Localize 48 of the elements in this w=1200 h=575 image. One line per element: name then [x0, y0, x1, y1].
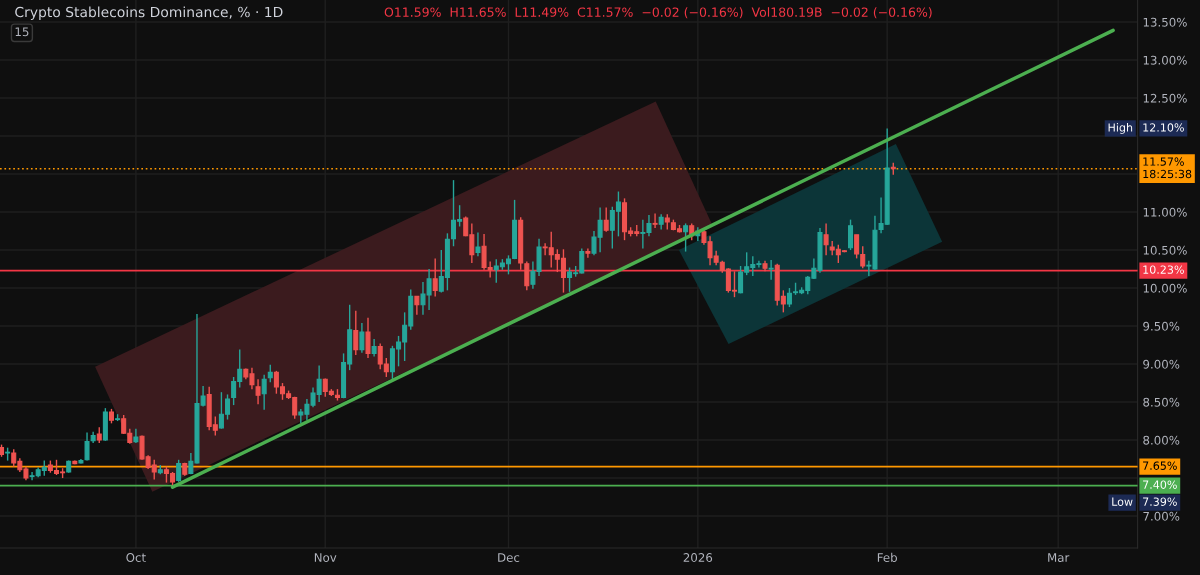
x-tick-label: Oct — [126, 553, 146, 562]
candlestick — [176, 459, 182, 483]
ref-line-label: 11.57% 18:25:38 — [1143, 157, 1192, 179]
candlestick — [786, 287, 792, 308]
candlestick — [84, 431, 90, 462]
candlestick — [255, 378, 261, 406]
annotation: Low — [1112, 497, 1133, 506]
candlestick — [603, 206, 609, 233]
y-tick-label: 10.00% — [1143, 283, 1187, 293]
candlestick — [365, 316, 371, 359]
y-tick-label: 10.50% — [1143, 245, 1187, 255]
x-tick-label: Mar — [1048, 553, 1070, 562]
ref-line-label: 7.40% — [1143, 480, 1177, 489]
y-tick-label: 7.00% — [1143, 511, 1180, 521]
y-tick-label: 9.00% — [1143, 359, 1180, 369]
y-tick-label: 8.00% — [1143, 435, 1180, 445]
candlestick — [823, 222, 829, 257]
candlestick — [359, 322, 365, 354]
candlestick — [475, 231, 481, 257]
candlestick — [261, 373, 267, 411]
candlestick — [848, 218, 854, 251]
candlestick — [585, 247, 591, 259]
x-tick-label: Dec — [498, 553, 520, 562]
y-tick-label: 12.50% — [1143, 93, 1187, 103]
candlestick — [353, 310, 359, 356]
y-tick-label: 9.50% — [1143, 321, 1180, 331]
candlestick — [854, 234, 860, 260]
candlestick — [768, 259, 774, 281]
x-tick-label: 2026 — [683, 553, 713, 562]
candlestick — [683, 222, 689, 253]
x-tick-label: Feb — [877, 552, 897, 562]
y-tick-label: 13.00% — [1143, 55, 1187, 65]
annotation: 15 — [15, 27, 29, 37]
candlestick — [860, 245, 866, 269]
text: 12.10% — [1143, 123, 1184, 132]
y-tick-label: 13.50% — [1143, 17, 1187, 27]
chart-title: Crypto Stablecoins Dominance, % · 1D — [15, 6, 283, 20]
annotation: High — [1108, 123, 1133, 134]
candlestick — [652, 212, 658, 229]
ref-line-label: 10.23% — [1143, 265, 1184, 274]
y-tick-label: 11.00% — [1143, 207, 1187, 217]
candlestick — [432, 257, 438, 298]
text: O11.59% H11.65% L11.49% C11.57% −0.02 (−0.16%) Vol180.19B −0.02 (−0.16%) — [384, 7, 932, 19]
y-tick-label: 8.50% — [1143, 397, 1180, 407]
candlestick — [414, 295, 420, 316]
ref-line-label: 7.65% — [1143, 461, 1177, 470]
text: 7.39% — [1143, 497, 1177, 506]
x-tick-label: Nov — [314, 553, 337, 562]
